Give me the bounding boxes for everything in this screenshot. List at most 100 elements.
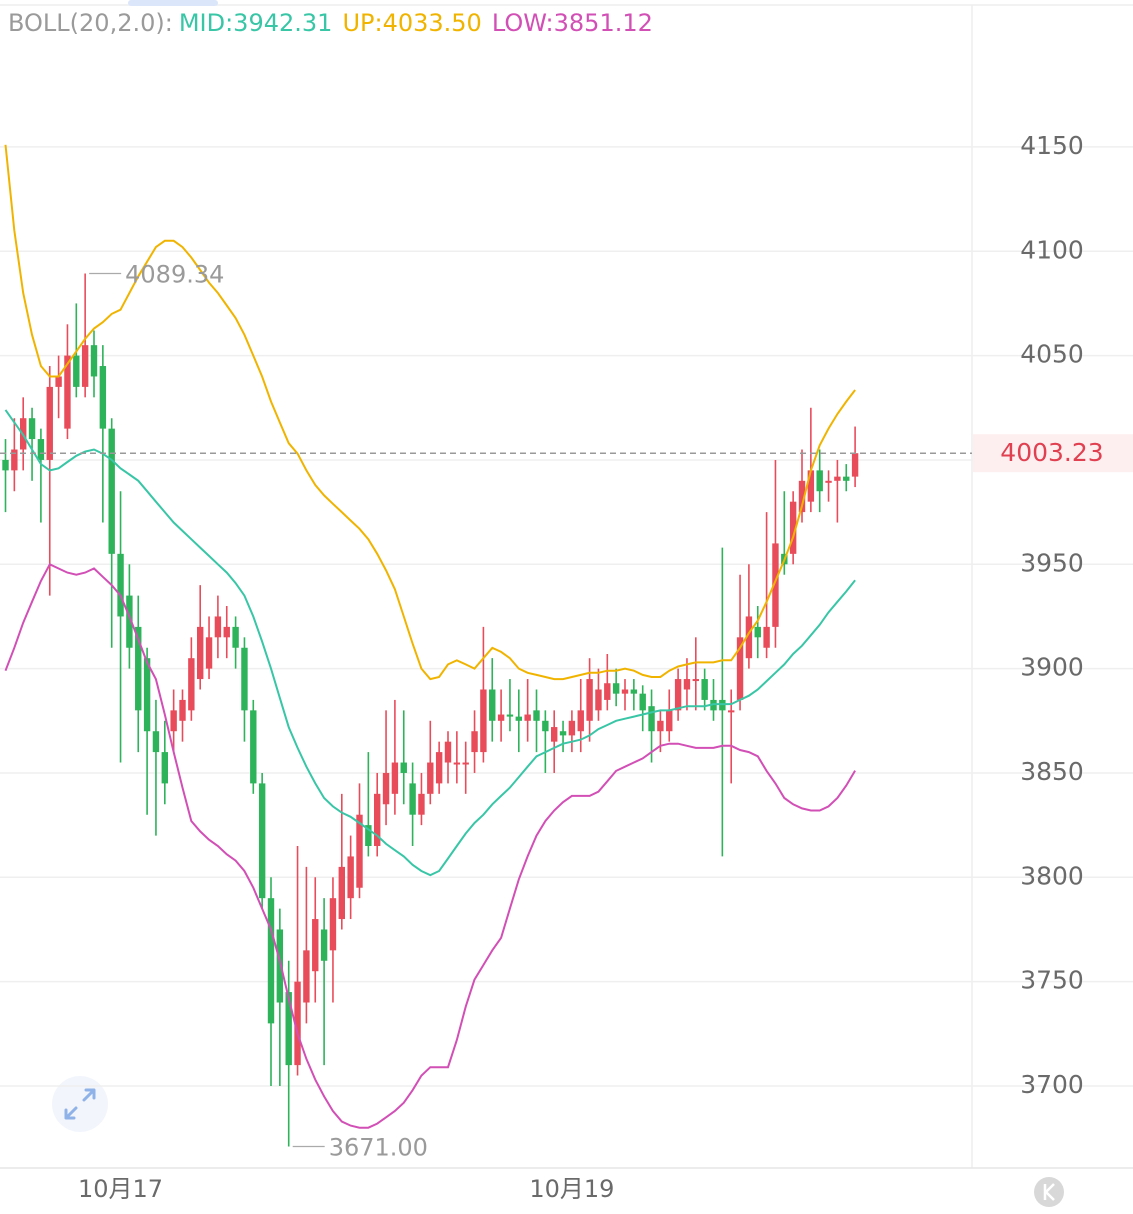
candle-body (73, 355, 80, 387)
candle-body (843, 476, 850, 481)
candle-body (427, 762, 434, 794)
candle-body (595, 689, 602, 711)
y-tick-label: 3700 (1020, 1070, 1084, 1099)
candle-body (365, 825, 372, 847)
candle-body (489, 689, 496, 721)
candle-body (329, 898, 337, 951)
candle-body (303, 950, 310, 1003)
candle-body (816, 470, 823, 492)
candle-body (772, 543, 779, 627)
band-line (4, 562, 856, 1129)
candle-body (258, 783, 266, 899)
candle-body (515, 716, 522, 721)
candle-body (81, 345, 89, 387)
x-tick-label: 10月17 (78, 1175, 163, 1203)
candle-body (285, 992, 292, 1066)
y-tick-label: 3750 (1020, 966, 1084, 995)
candle-body (197, 626, 204, 680)
price-label: 4003.23 (1000, 438, 1103, 467)
candle-body (382, 772, 390, 805)
candle-body (11, 449, 18, 471)
candle-body (312, 919, 319, 972)
candle-body (453, 762, 461, 765)
y-tick-label: 4050 (1020, 340, 1084, 369)
candle-body (506, 714, 514, 717)
candle-body (435, 752, 443, 784)
candle-body (232, 626, 239, 648)
candle-body (143, 658, 151, 732)
candle-body (692, 679, 699, 682)
candle-body (683, 679, 691, 690)
back-icon (1043, 1183, 1055, 1201)
candle-body (179, 699, 186, 721)
y-tick-label: 3900 (1020, 653, 1084, 682)
candle-body (497, 714, 505, 721)
legend-entry: UP:4033.50 (342, 9, 481, 37)
candle-body (205, 637, 213, 669)
candle-body (55, 376, 62, 387)
candle-body (798, 480, 806, 513)
back-button[interactable] (1034, 1177, 1064, 1207)
candle-body (338, 866, 345, 920)
candle-body (657, 720, 664, 732)
band-line (4, 144, 856, 681)
candle-body (542, 720, 549, 732)
candle-body (161, 752, 168, 784)
candle-body (99, 366, 107, 429)
candle-body (789, 501, 797, 554)
candle-body (604, 683, 611, 700)
candle-body (64, 355, 71, 429)
candle-body (639, 693, 646, 711)
candle-body (559, 731, 567, 736)
candle-body (834, 476, 841, 481)
candle-body (241, 647, 248, 711)
candle-body (294, 981, 301, 1066)
indicator-label: BOLL(20,2.0): (8, 9, 173, 37)
scroll-tab (128, 0, 218, 6)
expand-button[interactable] (52, 1076, 108, 1132)
candle-body (374, 793, 381, 847)
candle-body (745, 616, 753, 659)
candle-body (28, 418, 36, 440)
candle-body (276, 929, 284, 1003)
candle-body (188, 658, 195, 711)
candle-body (471, 731, 478, 753)
candle-body (46, 386, 53, 460)
high-label: 4089.34 (125, 261, 224, 289)
candle-body (126, 595, 133, 648)
candle-body (135, 626, 142, 711)
y-tick-label: 3950 (1020, 548, 1084, 577)
candle-body (807, 470, 815, 502)
low-label: 3671.00 (329, 1134, 428, 1162)
candle-body (462, 762, 469, 765)
candle-body (621, 689, 629, 694)
candle-body (400, 762, 407, 773)
candle-body (551, 727, 558, 742)
candle-body (630, 689, 638, 694)
y-tick-label: 3850 (1020, 757, 1084, 786)
candle-body (719, 699, 726, 711)
candle-body (524, 714, 531, 721)
candle-body (701, 679, 708, 700)
candle-body (152, 731, 160, 753)
candle-body (117, 553, 124, 617)
candle-body (851, 453, 859, 477)
candle-body (214, 616, 222, 638)
candle-body (480, 689, 487, 753)
candle-body (825, 480, 832, 483)
candle-body (728, 710, 735, 713)
candle-body (347, 856, 354, 899)
x-tick-label: 10月19 (529, 1175, 614, 1203)
candle-body (223, 626, 230, 638)
candle-body (356, 814, 363, 888)
legend-entry: LOW:3851.12 (492, 9, 653, 37)
candle-body (250, 710, 257, 784)
candle-body (666, 710, 673, 732)
candle-body (648, 706, 655, 732)
candle-body (170, 710, 177, 732)
candle-body (533, 710, 540, 721)
candle-body (754, 626, 761, 638)
y-tick-label: 4100 (1020, 235, 1084, 264)
